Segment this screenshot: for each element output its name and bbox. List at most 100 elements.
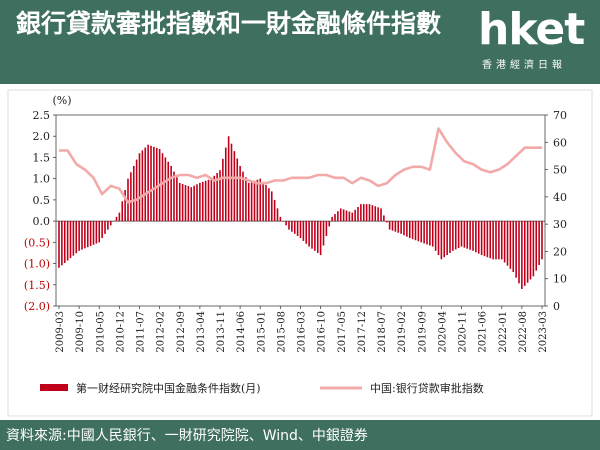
bar-mark (230, 143, 233, 222)
bar-mark (115, 216, 118, 222)
bar-mark (204, 180, 207, 222)
bar-mark (213, 175, 216, 222)
bar-mark (147, 144, 149, 222)
bar-mark (279, 216, 282, 222)
x-tick-label: 2023-03 (538, 311, 549, 353)
bar-mark (250, 181, 253, 222)
bar-mark (509, 221, 512, 269)
bar-mark (495, 221, 497, 260)
x-tick-label: 2012-09 (176, 311, 187, 353)
bar-mark (377, 207, 379, 222)
bar-mark (210, 178, 213, 222)
right-tick-label: 50 (553, 164, 567, 177)
bar-mark (371, 205, 374, 222)
bar-mark (262, 181, 264, 222)
bar-mark (339, 208, 342, 222)
bar-mark (124, 189, 126, 222)
bar-mark (457, 221, 460, 248)
bar-mark (529, 221, 532, 280)
bar-mark (500, 221, 503, 260)
right-tick-label: 70 (553, 109, 567, 122)
legend-swatch-bar (40, 384, 68, 391)
bar-mark (503, 221, 506, 263)
left-tick-label: (0.5) (24, 236, 50, 249)
bar-mark (296, 221, 299, 236)
bar-mark (98, 221, 101, 243)
right-tick-label: 10 (553, 273, 567, 286)
bar-mark (193, 185, 195, 222)
bar-mark (452, 221, 454, 251)
bar-mark (526, 221, 529, 283)
logo-wordmark: hket (478, 4, 585, 55)
bar-mark (331, 216, 333, 222)
bar-mark (403, 221, 405, 236)
bar-mark (233, 151, 236, 222)
bar-mark (463, 221, 466, 248)
left-tick-label: 2.0 (33, 130, 51, 143)
bar-mark (469, 221, 471, 250)
bar-mark (135, 159, 138, 222)
chart-frame (7, 89, 593, 417)
bar-mark (408, 221, 411, 239)
bar-mark (75, 221, 78, 254)
left-tick-label: 1.5 (33, 151, 51, 164)
bar-mark (207, 179, 210, 222)
bar-mark (515, 221, 517, 278)
bar-mark (170, 165, 172, 222)
bar-mark (282, 221, 285, 222)
left-tick-label: 0.5 (33, 194, 51, 207)
bar-mark (354, 209, 356, 222)
bar-mark (449, 221, 451, 253)
page-title: 銀行貸款審批指數和一財金融條件指數 (16, 9, 442, 38)
bar-mark (92, 221, 95, 245)
hket-logo: hket 香港經濟日報 (474, 4, 594, 80)
bar-mark (216, 173, 218, 222)
bar-mark (397, 221, 400, 233)
x-tick-label: 2019-09 (417, 311, 428, 353)
x-tick-label: 2015-08 (276, 311, 287, 353)
bar-mark (184, 185, 187, 222)
bar-mark (285, 221, 287, 226)
bar-mark (348, 211, 351, 222)
x-tick-label: 2010-12 (115, 311, 126, 353)
bar-mark (521, 221, 523, 290)
bar-mark (132, 165, 135, 222)
bar-mark (423, 221, 425, 244)
left-tick-label: (1.0) (24, 258, 50, 271)
bar-mark (437, 221, 440, 256)
left-tick-label: 0.0 (33, 215, 51, 228)
bar-mark (199, 182, 201, 222)
legend-label-bar: 第一财经研究院中国金融条件指数(月) (76, 381, 261, 395)
x-tick-label: 2020-04 (437, 311, 448, 353)
bar-mark (308, 221, 310, 247)
legend-label-line: 中国:银行贷款审批指数 (370, 381, 484, 395)
bar-mark (400, 221, 402, 234)
combo-chart: 2.5 2.0 1.5 1.0 0.5 0.0 (0.5) (1.0) (1.5) (2.0) (%… (7, 89, 593, 417)
bar-mark (446, 221, 448, 256)
bar-mark (141, 150, 144, 222)
left-tick-label: 1.0 (33, 173, 51, 186)
loan-approval-line (59, 127, 542, 204)
right-tick-label: 30 (553, 218, 567, 231)
bar-mark (173, 171, 175, 222)
bar-mark (406, 221, 408, 237)
bar-mark (506, 221, 509, 266)
x-tick-label: 2020-11 (458, 311, 469, 353)
x-tick-label: 2014-06 (236, 311, 247, 353)
bar-mark (155, 147, 158, 222)
bar-mark (58, 221, 60, 268)
bar-mark (334, 214, 336, 222)
left-tick-label: (2.0) (24, 300, 50, 313)
bar-mark (345, 210, 348, 222)
bar-mark (273, 199, 276, 222)
bar-mark (150, 145, 152, 222)
right-tick-label: 60 (553, 136, 567, 149)
bar-mark (219, 170, 221, 222)
bar-mark (95, 221, 98, 244)
x-tick-label: 2021-06 (478, 311, 489, 353)
bar-mark (360, 204, 362, 222)
bar-mark (167, 161, 170, 222)
bar-mark (328, 221, 331, 227)
bar-mark (486, 221, 489, 258)
left-axis-unit: (%) (52, 94, 71, 107)
